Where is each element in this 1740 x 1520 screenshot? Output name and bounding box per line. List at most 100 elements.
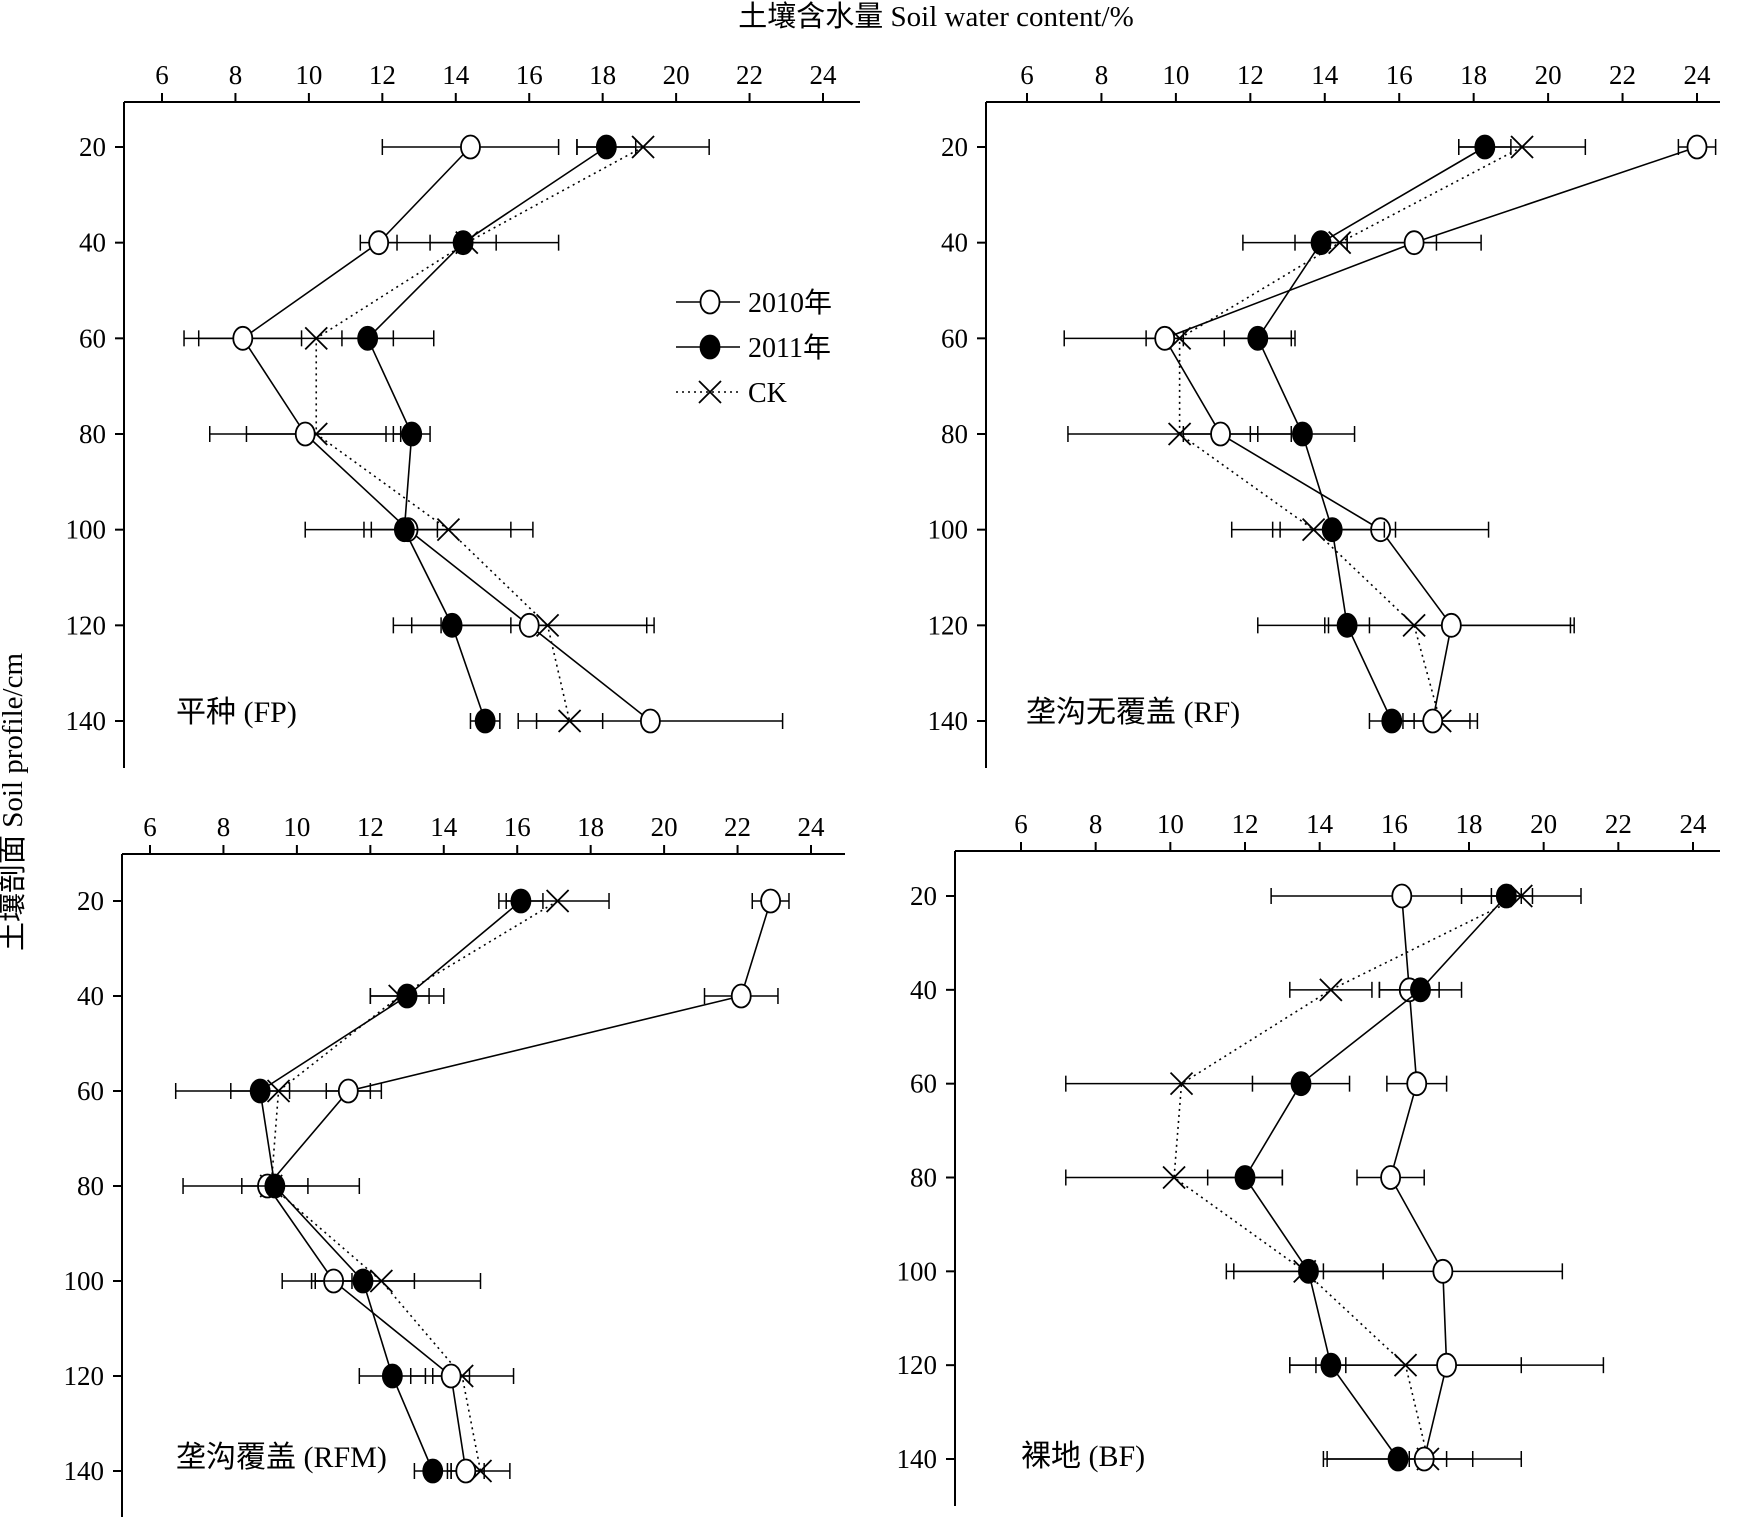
x-tick-label: 10 — [1157, 809, 1184, 839]
y-tick-label: 120 — [897, 1350, 938, 1380]
y-tick-label: 40 — [79, 228, 106, 258]
y-tick-label: 120 — [66, 610, 107, 640]
point-2011 — [1387, 1446, 1409, 1472]
point-2010 — [294, 421, 316, 447]
x-tick-label: 16 — [1381, 809, 1408, 839]
y-tick-label: 80 — [910, 1163, 937, 1193]
ck-cross-marker — [1319, 978, 1343, 1002]
point-2011 — [1234, 1165, 1256, 1190]
point-2011 — [352, 1268, 374, 1294]
point-2011 — [1310, 230, 1332, 256]
x-tick-label: 16 — [504, 812, 531, 842]
x-tick-label: 24 — [810, 60, 838, 90]
x-tick-label: 14 — [442, 60, 470, 90]
point-2010 — [1406, 1071, 1428, 1097]
x-tick-label: 14 — [430, 812, 458, 842]
point-2010 — [1432, 1258, 1454, 1284]
chart-panel-2: 6 8 10 12 14 16 18 20 22 24 20 40 60 80 100 120 140 垄沟无覆盖… — [928, 60, 1720, 768]
y-tick-label: 40 — [941, 228, 968, 258]
legend-cross-marker — [698, 380, 722, 404]
x-tick-label: 6 — [143, 812, 157, 842]
point-2011 — [510, 888, 532, 914]
x-tick-label: 16 — [1386, 60, 1413, 90]
y-tick-label: 140 — [64, 1456, 105, 1486]
chart-panels: 6 8 10 12 14 16 18 20 22 24 20 40 60 80 100 120 140 平种 (F… — [64, 60, 1720, 1517]
y-tick-label: 40 — [77, 981, 104, 1011]
point-2010 — [730, 983, 752, 1009]
x-tick-label: 10 — [1162, 60, 1189, 90]
point-2011 — [1410, 977, 1431, 1003]
x-tick-label: 16 — [516, 60, 543, 90]
y-tick-label: 60 — [79, 323, 106, 353]
point-2011 — [1320, 1352, 1342, 1378]
point-2011 — [474, 708, 496, 734]
x-tick-label: 8 — [229, 60, 243, 90]
panel-label: 垄沟无覆盖 (RF) — [1026, 696, 1240, 729]
x-tick-label: 18 — [577, 812, 604, 842]
y-tick-label: 100 — [64, 1266, 105, 1296]
y-tick-label: 60 — [941, 323, 968, 353]
point-2010 — [337, 1078, 359, 1104]
point-2010 — [1440, 612, 1462, 638]
point-2011 — [264, 1173, 286, 1199]
y-tick-label: 80 — [77, 1171, 104, 1201]
x-tick-label: 20 — [651, 812, 678, 842]
point-2011 — [441, 612, 463, 638]
x-tick-label: 12 — [1237, 60, 1264, 90]
panel-label: 裸地 (BF) — [1021, 1440, 1145, 1473]
x-tick-label: 14 — [1306, 809, 1334, 839]
chart-panel-4: 6 8 10 12 14 16 18 20 22 24 20 40 60 80 100 120 140 裸地 (B… — [897, 809, 1720, 1506]
x-tick-label: 10 — [283, 812, 310, 842]
y-tick-label: 140 — [928, 706, 969, 736]
point-2010 — [1686, 134, 1708, 160]
y-tick-label: 20 — [941, 132, 968, 162]
x-tick-label: 6 — [1020, 60, 1034, 90]
x-tick-label: 6 — [1014, 809, 1028, 839]
point-2011 — [1290, 1071, 1312, 1097]
point-2010 — [368, 230, 390, 256]
ck-cross-marker — [1162, 1165, 1186, 1190]
point-2011 — [393, 517, 415, 543]
point-2011 — [401, 421, 423, 447]
point-2010 — [440, 1363, 462, 1389]
point-2010 — [1154, 325, 1176, 351]
point-2010 — [460, 134, 481, 160]
x-tick-label: 6 — [155, 60, 169, 90]
x-tick-label: 24 — [1680, 809, 1708, 839]
point-2010 — [760, 888, 782, 914]
panel-label: 平种 (FP) — [176, 696, 297, 729]
y-tick-label: 20 — [79, 132, 106, 162]
ck-cross-marker — [545, 889, 570, 913]
point-2011 — [1336, 612, 1358, 638]
x-tick-label: 20 — [1530, 809, 1557, 839]
point-2011 — [1292, 421, 1313, 447]
legend-marker — [699, 289, 721, 315]
point-2011 — [1495, 883, 1517, 909]
panel-label: 垄沟覆盖 (RFM) — [176, 1441, 387, 1474]
point-2010 — [1210, 421, 1231, 447]
point-2011 — [249, 1078, 271, 1104]
x-tick-label: 22 — [1609, 60, 1636, 90]
y-tick-label: 120 — [64, 1361, 105, 1391]
x-tick-label: 12 — [357, 812, 384, 842]
y-tick-label: 100 — [928, 515, 969, 545]
point-2010 — [455, 1458, 477, 1484]
ck-cross-marker — [1510, 135, 1534, 159]
x-tick-label: 24 — [1684, 60, 1712, 90]
x-tick-label: 10 — [295, 60, 322, 90]
x-tick-label: 8 — [1095, 60, 1109, 90]
x-axis-title: 土壤含水量 Soil water content/% — [738, 0, 1133, 33]
point-2011 — [1247, 325, 1269, 351]
x-tick-label: 14 — [1311, 60, 1339, 90]
y-tick-label: 60 — [910, 1069, 937, 1099]
y-tick-label: 60 — [77, 1076, 104, 1106]
x-tick-label: 22 — [736, 60, 763, 90]
x-tick-label: 24 — [798, 812, 826, 842]
x-tick-label: 20 — [1535, 60, 1562, 90]
point-2011 — [422, 1458, 444, 1484]
x-tick-label: 18 — [1460, 60, 1487, 90]
y-tick-label: 140 — [897, 1444, 938, 1474]
x-tick-label: 12 — [369, 60, 396, 90]
point-2010 — [518, 612, 540, 638]
